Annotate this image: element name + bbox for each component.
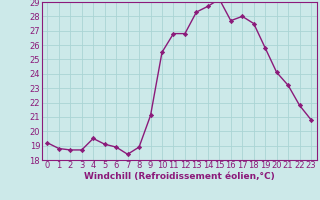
- X-axis label: Windchill (Refroidissement éolien,°C): Windchill (Refroidissement éolien,°C): [84, 172, 275, 181]
